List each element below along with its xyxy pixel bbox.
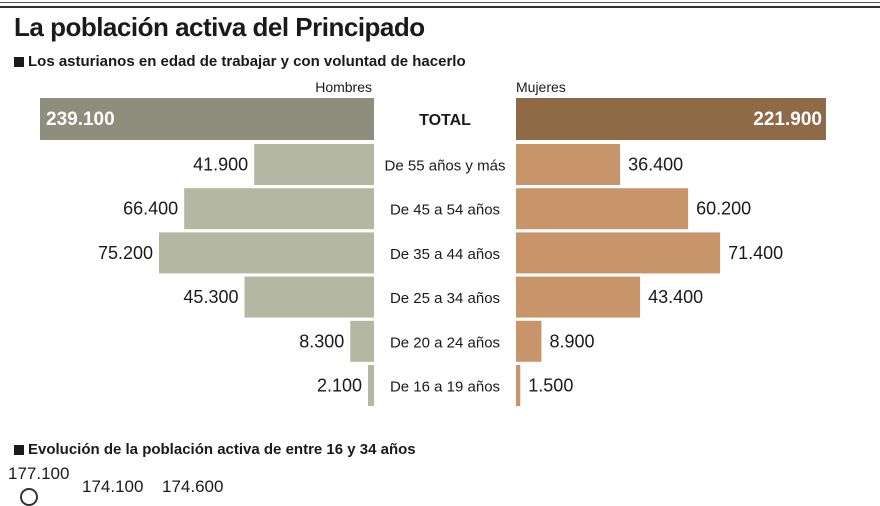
legend-hombres: Hombres (315, 79, 372, 95)
top-rule (0, 0, 880, 8)
legend-mujeres: Mujeres (516, 79, 566, 95)
bar-hombres (184, 188, 374, 230)
value-label-mujeres: 60.200 (696, 199, 751, 219)
bar-mujeres (516, 320, 542, 362)
square-bullet-icon (14, 56, 24, 67)
category-label: De 35 a 44 años (390, 246, 500, 263)
evolution-subtitle-text: Evolución de la población activa de entr… (28, 441, 416, 458)
page-title: La población activa del Principado (14, 12, 425, 42)
value-label-hombres: 41.900 (193, 155, 248, 175)
category-label: De 45 a 54 años (390, 202, 500, 219)
value-label-mujeres: 8.900 (549, 331, 594, 351)
total-label: TOTAL (419, 112, 471, 129)
total-value-hombres: 239.100 (46, 109, 115, 130)
value-label-hombres: 8.300 (299, 331, 344, 351)
evolution-subtitle: Evolución de la población activa de entr… (14, 441, 416, 458)
chart-subtitle: Los asturianos en edad de trabajar y con… (14, 53, 466, 70)
value-label-mujeres: 1.500 (528, 376, 573, 396)
value-label-hombres: 45.300 (183, 287, 238, 307)
bar-hombres (244, 276, 374, 318)
evolution-value-1: 177.100 (8, 464, 70, 483)
chart-subtitle-text: Los asturianos en edad de trabajar y con… (28, 53, 466, 70)
total-bar-mujeres (516, 98, 826, 140)
total-bar-hombres (40, 98, 374, 140)
category-label: De 20 a 24 años (390, 334, 500, 351)
total-value-mujeres: 221.900 (753, 109, 822, 130)
bar-mujeres (516, 188, 689, 230)
bar-mujeres (516, 365, 521, 406)
line-marker-icon (20, 488, 38, 506)
bar-hombres (159, 232, 374, 274)
bar-mujeres (516, 144, 621, 185)
bar-hombres (367, 365, 374, 406)
bar-hombres (254, 144, 374, 185)
category-label: De 55 años y más (385, 158, 506, 175)
population-pyramid-chart: Hombres Mujeres 239.100 221.900 TOTAL 41.900 3… (40, 79, 826, 406)
evolution-value-2: 174.100 (82, 477, 144, 496)
bar-mujeres (516, 276, 641, 318)
value-label-mujeres: 36.400 (628, 155, 683, 175)
bar-mujeres (516, 232, 721, 274)
bar-hombres (350, 320, 374, 362)
category-label: De 25 a 34 años (390, 290, 500, 307)
value-label-mujeres: 43.400 (648, 287, 703, 307)
value-label-hombres: 2.100 (317, 376, 362, 396)
value-label-hombres: 66.400 (123, 199, 178, 219)
value-label-mujeres: 71.400 (728, 243, 783, 263)
square-bullet-icon (14, 444, 24, 455)
value-label-hombres: 75.200 (98, 243, 153, 263)
evolution-value-3: 174.600 (162, 477, 224, 496)
category-label: De 16 a 19 años (390, 379, 500, 396)
